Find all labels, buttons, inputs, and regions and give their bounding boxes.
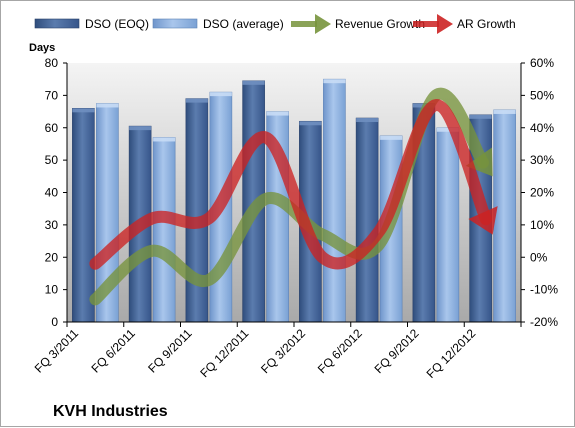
x-tick-label: FQ 12/2012 xyxy=(424,326,479,381)
legend-label: DSO (average) xyxy=(203,17,284,31)
lines-group xyxy=(89,87,498,306)
bar-cap-1-6 xyxy=(436,127,459,132)
left-tick-label: 60 xyxy=(45,121,59,135)
left-tick-label: 40 xyxy=(45,186,59,200)
left-tick-label: 10 xyxy=(45,283,59,297)
bar-cap-1-1 xyxy=(153,137,176,142)
x-tick-label: FQ 9/2012 xyxy=(372,326,422,376)
bar-cap-0-2 xyxy=(185,98,208,103)
x-tick-label: FQ 3/2012 xyxy=(258,326,308,376)
bar-cap-1-5 xyxy=(380,135,403,140)
right-tick-label: 30% xyxy=(530,153,554,167)
right-tick-label: 60% xyxy=(530,56,554,70)
arrowhead-revenue-growth xyxy=(465,147,493,177)
x-tick-label: FQ 12/2011 xyxy=(197,326,251,380)
bar-dso-average-6 xyxy=(436,127,460,323)
bar-dso-eoq-2 xyxy=(185,98,209,323)
x-tick-label: FQ 9/2011 xyxy=(145,326,195,376)
bar-dso-eoq-0 xyxy=(72,108,95,323)
bar-cap-0-1 xyxy=(129,126,152,131)
bar-cap-1-7 xyxy=(493,109,516,114)
left-tick-label: 70 xyxy=(45,88,59,102)
left-tick-label: 50 xyxy=(45,153,59,167)
bar-cap-1-2 xyxy=(209,92,232,97)
bar-dso-average-7 xyxy=(493,109,516,323)
x-tick-label: FQ 6/2012 xyxy=(315,326,365,376)
right-tick-label: 50% xyxy=(530,88,554,102)
bar-dso-average-4 xyxy=(323,78,346,323)
bar-dso-average-1 xyxy=(152,137,176,323)
legend-swatch-arrowhead xyxy=(315,14,331,34)
legend-swatch-bar xyxy=(152,18,198,29)
legend-label: AR Growth xyxy=(457,17,516,31)
right-tick-label: -10% xyxy=(530,283,558,297)
x-tick-label: FQ 3/2011 xyxy=(32,326,82,376)
left-tick-label: 20 xyxy=(45,250,59,264)
bar-dso-eoq-5 xyxy=(355,117,379,323)
right-tick-label: 10% xyxy=(530,218,554,232)
bar-cap-0-7 xyxy=(469,114,492,119)
legend-label: Revenue Growth xyxy=(335,17,425,31)
bar-cap-0-3 xyxy=(242,80,265,85)
left-tick-label: 0 xyxy=(51,315,58,329)
bar-cap-0-0 xyxy=(72,108,95,113)
bar-cap-1-0 xyxy=(96,103,119,108)
bar-cap-1-3 xyxy=(266,111,289,116)
x-tick-label: FQ 6/2011 xyxy=(89,326,139,376)
right-tick-label: -20% xyxy=(530,315,558,329)
right-tick-label: 0% xyxy=(530,250,548,264)
left-tick-label: 30 xyxy=(45,218,59,232)
company-name: KVH Industries xyxy=(53,403,168,420)
legend-swatch-bar xyxy=(34,18,80,29)
legend: DSO (EOQ) DSO (average) Revenue Growth AR G… xyxy=(34,14,516,34)
legend-label: DSO (EOQ) xyxy=(85,17,149,31)
bar-cap-0-4 xyxy=(299,121,322,126)
line-ar-growth xyxy=(89,99,492,270)
bar-cap-0-5 xyxy=(356,118,379,123)
legend-swatch-arrowhead xyxy=(437,14,453,34)
bar-cap-1-4 xyxy=(323,79,346,84)
arrowhead-ar-growth xyxy=(468,206,498,235)
right-tick-label: 20% xyxy=(530,186,554,200)
left-tick-label: 80 xyxy=(45,56,59,70)
left-axis-title: Days xyxy=(29,42,55,54)
right-tick-label: 40% xyxy=(530,121,554,135)
